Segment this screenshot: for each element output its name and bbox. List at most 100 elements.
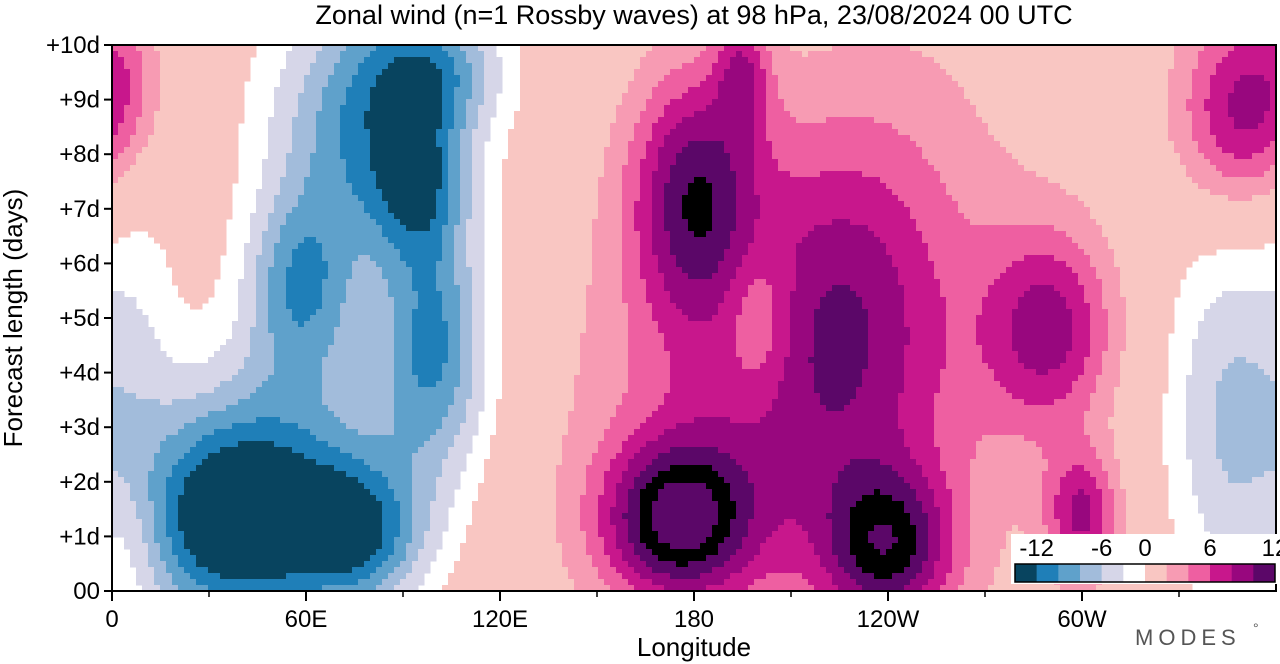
heatmap-cell bbox=[118, 129, 137, 136]
heatmap-cell bbox=[688, 561, 725, 568]
heatmap-cell bbox=[256, 387, 323, 394]
heatmap-cell bbox=[1234, 357, 1247, 364]
heatmap-cell bbox=[460, 207, 473, 214]
heatmap-cell bbox=[112, 111, 125, 118]
heatmap-cell bbox=[862, 369, 905, 376]
heatmap-cell bbox=[520, 75, 635, 82]
heatmap-cell bbox=[616, 531, 629, 538]
heatmap-cell bbox=[850, 549, 881, 556]
heatmap-cell bbox=[970, 465, 1049, 472]
heatmap-cell bbox=[166, 495, 179, 502]
heatmap-cell bbox=[154, 237, 227, 244]
heatmap-cell bbox=[562, 555, 593, 562]
heatmap-cell bbox=[640, 273, 665, 280]
heatmap-cell bbox=[220, 447, 293, 454]
heatmap-cell bbox=[736, 459, 851, 466]
heatmap-cell bbox=[982, 117, 1169, 124]
heatmap-cell bbox=[430, 519, 449, 526]
heatmap-cell bbox=[112, 309, 143, 316]
heatmap-cell bbox=[340, 135, 371, 142]
heatmap-cell bbox=[568, 567, 599, 574]
heatmap-cell bbox=[286, 267, 329, 274]
heatmap-cell bbox=[112, 399, 161, 406]
heatmap-cell bbox=[160, 441, 197, 448]
heatmap-cell bbox=[556, 531, 587, 538]
heatmap-cell bbox=[832, 549, 851, 556]
heatmap-cell bbox=[616, 483, 635, 490]
heatmap-cell bbox=[1216, 297, 1276, 304]
heatmap-cell bbox=[736, 267, 797, 274]
heatmap-cell bbox=[454, 69, 473, 76]
heatmap-cell bbox=[874, 525, 893, 532]
heatmap-cell bbox=[466, 525, 557, 532]
heatmap-cell bbox=[316, 459, 365, 466]
heatmap-cell bbox=[1102, 297, 1127, 304]
heatmap-cell bbox=[640, 513, 653, 520]
heatmap-cell bbox=[808, 51, 923, 58]
heatmap-cell bbox=[304, 321, 341, 328]
heatmap-cell bbox=[310, 429, 359, 436]
heatmap-cell bbox=[694, 231, 707, 238]
heatmap-cell bbox=[472, 333, 485, 340]
heatmap-cell bbox=[640, 423, 677, 430]
heatmap-cell bbox=[286, 219, 377, 226]
heatmap-cell bbox=[670, 375, 785, 382]
heatmap-cell bbox=[652, 213, 665, 220]
heatmap-cell bbox=[502, 189, 599, 196]
heatmap-cell bbox=[916, 459, 941, 466]
heatmap-cell bbox=[166, 249, 227, 256]
heatmap-cell bbox=[760, 201, 905, 208]
heatmap-cell bbox=[964, 567, 995, 574]
heatmap-cell bbox=[1060, 363, 1085, 370]
colorbar-label: 6 bbox=[1203, 535, 1216, 562]
heatmap-cell bbox=[1048, 459, 1103, 466]
heatmap-cell bbox=[472, 297, 485, 304]
heatmap-cell bbox=[778, 75, 953, 82]
heatmap-cell bbox=[1018, 351, 1067, 358]
heatmap-cell bbox=[640, 489, 659, 496]
heatmap-cell bbox=[466, 219, 485, 226]
heatmap-cell bbox=[1120, 477, 1169, 484]
heatmap-cell bbox=[412, 357, 449, 364]
colorbar-frame bbox=[1014, 563, 1276, 583]
heatmap-cell bbox=[430, 501, 455, 508]
heatmap-cell bbox=[346, 291, 389, 298]
heatmap-cell bbox=[112, 423, 185, 430]
heatmap-cell bbox=[928, 555, 941, 562]
heatmap-cell bbox=[1192, 111, 1211, 118]
heatmap-cell bbox=[274, 255, 293, 262]
heatmap-cell bbox=[412, 333, 449, 340]
heatmap-cell bbox=[466, 255, 485, 262]
heatmap-cell bbox=[412, 513, 431, 520]
heatmap-cell bbox=[250, 327, 269, 334]
heatmap-cell bbox=[1222, 57, 1276, 64]
heatmap-cell bbox=[112, 321, 149, 328]
heatmap-cell bbox=[1114, 501, 1127, 508]
heatmap-cell bbox=[1198, 141, 1217, 148]
heatmap-cell bbox=[634, 129, 653, 136]
heatmap-cell bbox=[112, 225, 227, 232]
x-tick-label: 120E bbox=[472, 606, 528, 633]
heatmap-cell bbox=[1228, 195, 1253, 202]
heatmap-cell bbox=[472, 327, 485, 334]
heatmap-cell bbox=[112, 135, 131, 142]
heatmap-cell bbox=[940, 531, 953, 538]
heatmap-cell bbox=[688, 183, 713, 190]
heatmap-cell bbox=[1192, 69, 1217, 76]
heatmap-cell bbox=[628, 87, 653, 94]
heatmap-cell bbox=[1096, 387, 1115, 394]
heatmap-cell bbox=[292, 261, 329, 268]
heatmap-cell bbox=[502, 387, 575, 394]
heatmap-cell bbox=[592, 267, 623, 274]
heatmap-cell bbox=[928, 531, 941, 538]
heatmap-cell bbox=[466, 111, 479, 118]
heatmap-cell bbox=[1072, 267, 1097, 274]
heatmap-cell bbox=[634, 567, 653, 574]
heatmap-cell bbox=[1120, 459, 1163, 466]
heatmap-cell bbox=[934, 165, 1025, 172]
heatmap-cell bbox=[652, 237, 671, 244]
heatmap-cell bbox=[562, 447, 599, 454]
heatmap-cell bbox=[910, 339, 947, 346]
heatmap-cell bbox=[1216, 141, 1271, 148]
heatmap-cell bbox=[1192, 357, 1235, 364]
